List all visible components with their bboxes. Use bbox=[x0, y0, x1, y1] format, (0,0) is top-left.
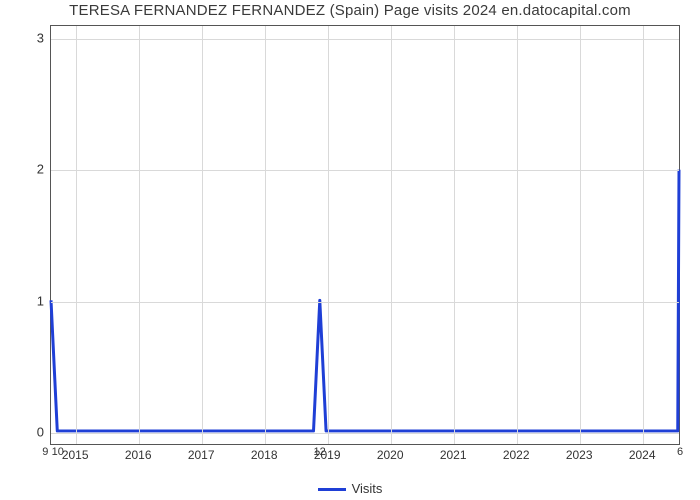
y-tick-label: 0 bbox=[4, 424, 44, 439]
y-tick-label: 1 bbox=[4, 293, 44, 308]
x-sub-label: 10 bbox=[52, 446, 64, 458]
legend: Visits bbox=[0, 481, 700, 496]
x-tick-label: 2018 bbox=[251, 448, 278, 462]
grid-vertical bbox=[202, 26, 203, 444]
x-tick-label: 2023 bbox=[566, 448, 593, 462]
grid-vertical bbox=[265, 26, 266, 444]
chart-title: TERESA FERNANDEZ FERNANDEZ (Spain) Page … bbox=[0, 2, 700, 19]
legend-label: Visits bbox=[352, 481, 383, 496]
y-tick-label: 2 bbox=[4, 162, 44, 177]
x-tick-label: 2017 bbox=[188, 448, 215, 462]
grid-vertical bbox=[454, 26, 455, 444]
x-sub-label: 6 bbox=[677, 446, 683, 458]
grid-horizontal bbox=[51, 39, 679, 40]
x-tick-label: 2020 bbox=[377, 448, 404, 462]
x-tick-label: 2016 bbox=[125, 448, 152, 462]
grid-vertical bbox=[76, 26, 77, 444]
grid-horizontal bbox=[51, 170, 679, 171]
x-tick-label: 2024 bbox=[629, 448, 656, 462]
plot-area bbox=[50, 25, 680, 445]
x-tick-label: 2021 bbox=[440, 448, 467, 462]
x-sub-label: 9 bbox=[42, 446, 48, 458]
grid-vertical bbox=[580, 26, 581, 444]
grid-vertical bbox=[328, 26, 329, 444]
grid-vertical bbox=[643, 26, 644, 444]
y-tick-label: 3 bbox=[4, 31, 44, 46]
grid-vertical bbox=[391, 26, 392, 444]
x-tick-label: 2022 bbox=[503, 448, 530, 462]
x-sub-label: 12 bbox=[314, 446, 326, 458]
grid-vertical bbox=[139, 26, 140, 444]
legend-swatch bbox=[318, 488, 346, 491]
line-series bbox=[51, 26, 679, 444]
grid-vertical bbox=[517, 26, 518, 444]
grid-horizontal bbox=[51, 302, 679, 303]
grid-horizontal bbox=[51, 433, 679, 434]
x-tick-label: 2015 bbox=[62, 448, 89, 462]
